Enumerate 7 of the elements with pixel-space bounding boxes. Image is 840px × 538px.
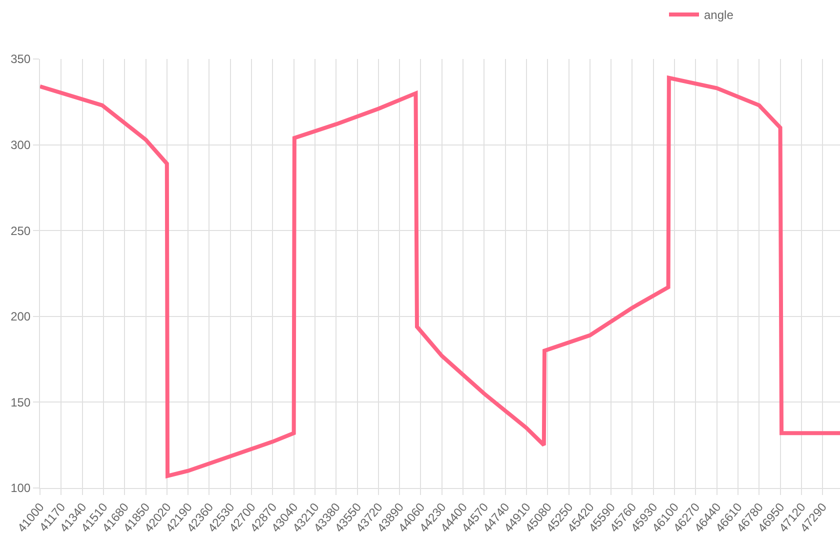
legend-label: angle (704, 8, 734, 22)
y-tick-label: 150 (10, 395, 31, 410)
y-tick-label: 100 (10, 481, 31, 496)
y-tick-label: 250 (10, 224, 31, 238)
y-tick-label: 300 (10, 138, 31, 152)
y-tick-label: 350 (10, 52, 31, 66)
y-tick-label: 200 (10, 310, 31, 324)
